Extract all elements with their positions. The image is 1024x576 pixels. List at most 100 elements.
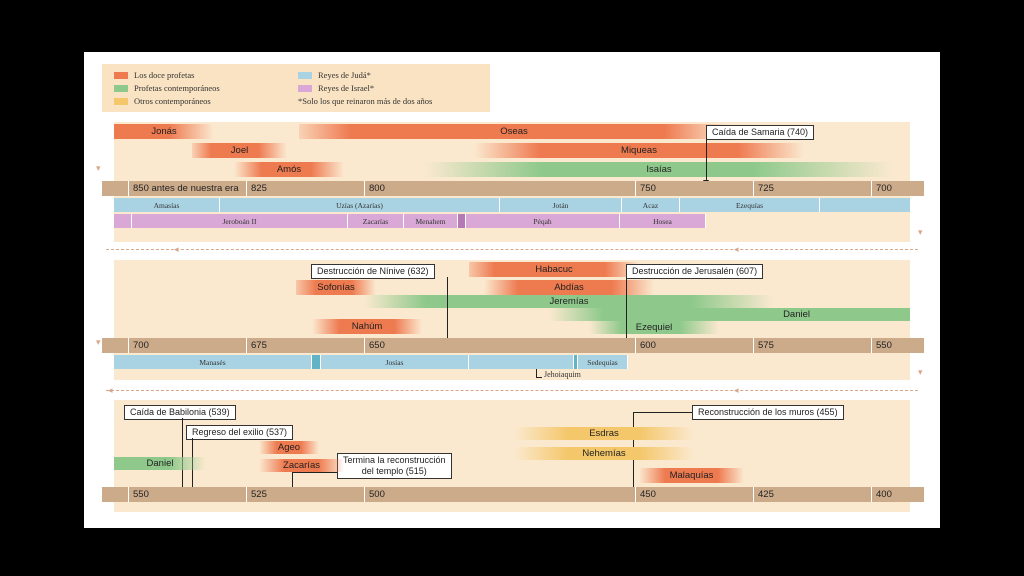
king-peqah: Péqah: [466, 214, 620, 228]
legend-label-otros: Otros contemporáneos: [134, 96, 211, 106]
tick-450: 450: [635, 487, 656, 502]
bar-malaquias: Malaquías: [639, 468, 744, 483]
king-acaz: Acaz: [622, 198, 680, 212]
pointer-line-templo: [292, 472, 293, 488]
legend-swatch-profetas: [114, 85, 128, 92]
ruler-panel-3: 550 525 500 450 425 400: [102, 487, 924, 502]
chevron-down-icon: ▾: [918, 227, 923, 237]
chevron-down-icon: ▾: [918, 367, 923, 377]
tick-800: 800: [364, 181, 385, 196]
tick-525: 525: [246, 487, 267, 502]
tick-675: 675: [246, 338, 267, 353]
bar-ezequiel: Ezequiel: [589, 321, 719, 334]
pointer-line-muros-h: [633, 412, 692, 413]
tick-850: 850 antes de nuestra era: [128, 181, 239, 196]
legend: Los doce profetas Profetas contemporáneo…: [102, 64, 490, 112]
callout-templo-line-2: del templo (515): [361, 466, 427, 476]
callout-caida-babilonia: Caída de Babilonia (539): [124, 405, 236, 420]
pointer-line-jehoiaquim-h: [536, 377, 542, 378]
pointer-line-templo-h: [292, 472, 337, 473]
pointer-line-ninive: [447, 277, 448, 340]
bar-habacuc: Habacuc: [469, 262, 639, 277]
bar-daniel-2: Daniel: [549, 308, 910, 321]
tick-550: 550: [128, 487, 149, 502]
israel-kings-row-1: Jeroboán II Zacarías Menahem Péqah Hosea: [114, 214, 706, 228]
bar-jeremias: Jeremías: [364, 295, 774, 308]
bar-joel: Joel: [192, 143, 287, 158]
tick-700: 700: [871, 181, 892, 196]
king-jehoiaquim-bar: [469, 355, 574, 369]
legend-label-israel: Reyes de Israel*: [318, 83, 375, 93]
callout-reconstruccion-muros: Reconstrucción de los muros (455): [692, 405, 844, 420]
timeline-canvas: Los doce profetas Profetas contemporáneo…: [84, 52, 940, 528]
king-hosea: Hosea: [620, 214, 706, 228]
legend-label-doce: Los doce profetas: [134, 70, 195, 80]
pointer-line-samaria: [706, 138, 707, 181]
callout-templo-line-1: Termina la reconstrucción: [343, 455, 446, 465]
king-uzias: Uzías (Azarías): [220, 198, 500, 212]
king-zacarias: Zacarías: [348, 214, 404, 228]
legend-note: *Solo los que reinaron más de dos años: [298, 96, 433, 106]
legend-swatch-otros: [114, 98, 128, 105]
bar-daniel-3: Daniel: [114, 457, 206, 470]
tick-400: 400: [871, 487, 892, 502]
tick-825: 825: [246, 181, 267, 196]
bar-esdras: Esdras: [514, 427, 694, 440]
legend-swatch-israel: [298, 85, 312, 92]
chevron-down-icon: ▾: [96, 163, 101, 173]
tick-650: 650: [364, 338, 385, 353]
bar-amos: Amós: [234, 162, 344, 177]
chevron-left-icon: ◂: [734, 244, 739, 254]
bar-oseas: Oseas: [299, 124, 729, 139]
tick-700: 700: [128, 338, 149, 353]
king-ezequias: Ezequías: [680, 198, 820, 212]
chevron-down-icon: ▾: [96, 337, 101, 347]
pointer-line-babilonia: [182, 418, 183, 488]
tick-500: 500: [364, 487, 385, 502]
connector-2: [106, 390, 918, 391]
tick-425: 425: [753, 487, 774, 502]
king-jeroboan: Jeroboán II: [132, 214, 348, 228]
king-menahem: Menahem: [404, 214, 458, 228]
ruler-panel-2: 700 675 650 600 575 550: [102, 338, 924, 353]
bar-sofonias: Sofonías: [296, 280, 376, 295]
bar-zacarias: Zacarías: [259, 459, 344, 472]
king-israel-short: [458, 214, 466, 228]
bar-miqueas: Miqueas: [474, 143, 804, 158]
tick-750: 750: [635, 181, 656, 196]
connector-1: [106, 249, 918, 250]
callout-caida-samaria: Caída de Samaria (740): [706, 125, 815, 140]
juda-kings-row-1: Amasías Uzías (Azarías) Jotán Acaz Ezequ…: [114, 198, 910, 212]
tick-600: 600: [635, 338, 656, 353]
king-manases: Manasés: [114, 355, 312, 369]
bar-ageo: Ageo: [259, 441, 319, 454]
king-jotan: Jotán: [500, 198, 622, 212]
bar-nehemias: Nehemías: [514, 447, 694, 460]
king-israel-first: [114, 214, 132, 228]
legend-label-profetas: Profetas contemporáneos: [134, 83, 220, 93]
tick-575: 575: [753, 338, 774, 353]
pointer-line-jehoiaquim: [536, 369, 537, 378]
king-joaquin: [574, 355, 578, 369]
chevron-left-icon: ◂: [734, 385, 739, 395]
bar-jonas: Jonás: [114, 124, 214, 139]
legend-label-juda: Reyes de Judá*: [318, 70, 371, 80]
callout-destruccion-ninive: Destrucción de Nínive (632): [311, 264, 435, 279]
callout-destruccion-jerusalen: Destrucción de Jerusalén (607): [626, 264, 764, 279]
pointer-line-jerusalen: [626, 277, 627, 340]
bar-nahum: Nahúm: [312, 319, 422, 334]
legend-swatch-juda: [298, 72, 312, 79]
bar-abdias: Abdías: [484, 280, 654, 295]
chevron-left-icon: ◂: [108, 385, 113, 395]
ruler-panel-1: 850 antes de nuestra era 825 800 750 725…: [102, 181, 924, 196]
callout-regreso-exilio: Regreso del exilio (537): [186, 425, 294, 440]
callout-reconstruccion-templo: Termina la reconstrucción del templo (51…: [337, 453, 452, 479]
king-josias: Josías: [321, 355, 469, 369]
legend-swatch-doce: [114, 72, 128, 79]
king-amon: [312, 355, 321, 369]
label-jehoiaquim: Jehoiaquim: [544, 370, 581, 379]
king-sedequias: Sedequías: [578, 355, 628, 369]
juda-kings-row-2: Manasés Josías Sedequías: [114, 355, 628, 369]
tick-725: 725: [753, 181, 774, 196]
chevron-left-icon: ◂: [174, 244, 179, 254]
